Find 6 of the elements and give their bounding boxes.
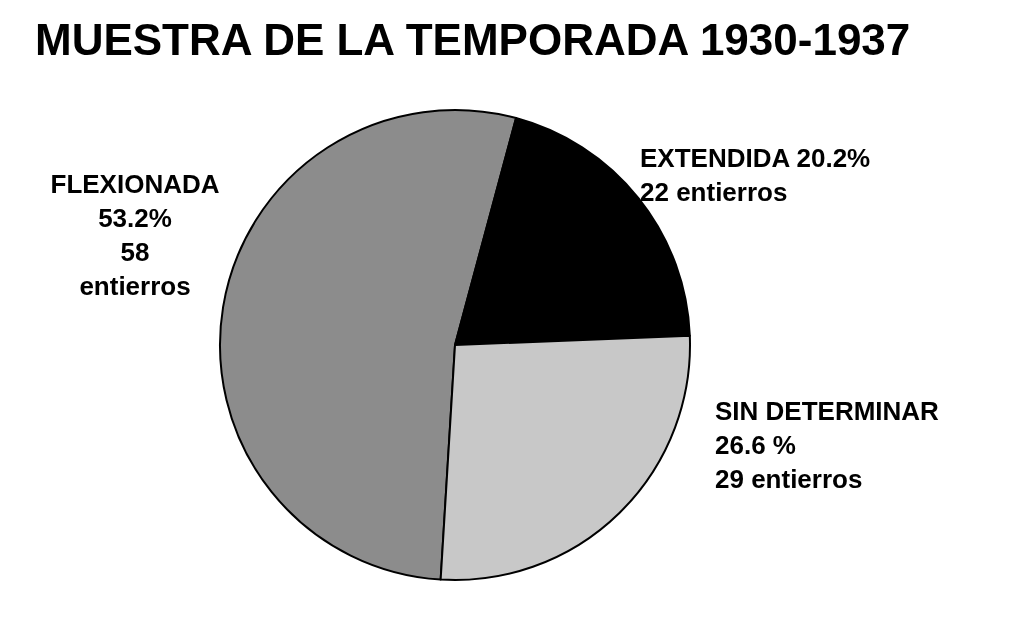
data-label: 26.6 % 29 entierros	[715, 430, 863, 494]
slice-label: EXTENDIDA 20.2% 22 entierros	[640, 143, 871, 207]
slice-label: SIN DETERMINAR	[715, 396, 940, 426]
data-label: 53.2% 58 entierros	[79, 203, 191, 301]
chart-title: MUESTRA DE LA TEMPORADA 1930-1937	[35, 14, 911, 64]
slice-label: FLEXIONADA	[50, 169, 220, 199]
